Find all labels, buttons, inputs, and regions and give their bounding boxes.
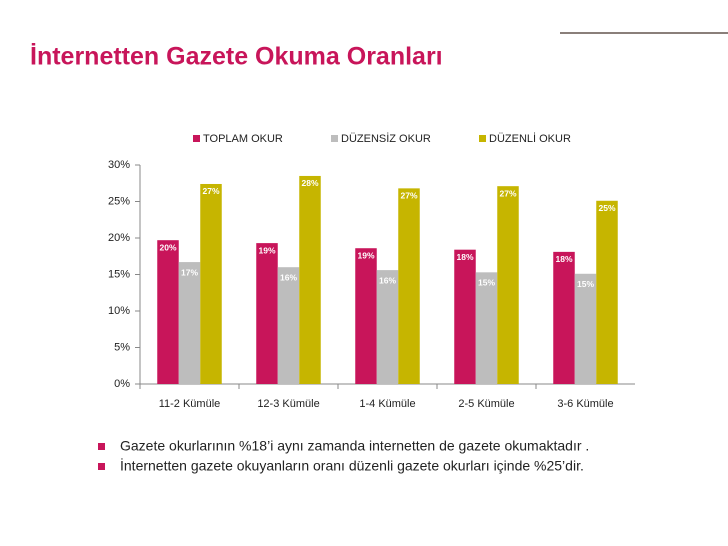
x-tick-label: 11-2 Kümüle bbox=[159, 398, 221, 410]
bar bbox=[574, 273, 597, 384]
y-tick-label: 0% bbox=[114, 378, 130, 390]
bar bbox=[157, 240, 179, 384]
bar bbox=[355, 248, 377, 384]
value-label: 28% bbox=[301, 178, 318, 188]
value-label: 27% bbox=[499, 188, 516, 198]
bar bbox=[454, 249, 476, 384]
bar bbox=[178, 262, 201, 384]
bar bbox=[200, 183, 222, 384]
legend-label: TOPLAM OKUR bbox=[203, 133, 283, 145]
value-label: 27% bbox=[202, 186, 219, 196]
bar bbox=[475, 272, 498, 384]
bar bbox=[376, 270, 399, 384]
y-tick-label: 15% bbox=[108, 268, 130, 280]
y-tick-label: 5% bbox=[114, 341, 130, 353]
value-label: 15% bbox=[577, 279, 594, 289]
bullet-text: Gazete okurlarının %18’i aynı zamanda in… bbox=[120, 438, 589, 454]
slide-title: İnternetten Gazete Okuma Oranları bbox=[30, 43, 443, 71]
x-tick-label: 12-3 Kümüle bbox=[257, 398, 319, 410]
legend-label: DÜZENLİ OKUR bbox=[489, 132, 571, 145]
value-label: 16% bbox=[280, 272, 297, 282]
bar bbox=[398, 188, 420, 384]
legend-swatch bbox=[331, 135, 338, 142]
bullet bbox=[98, 443, 105, 450]
legend-label: DÜZENSİZ OKUR bbox=[341, 132, 431, 145]
value-label: 16% bbox=[379, 275, 396, 285]
value-label: 19% bbox=[258, 245, 275, 255]
bar bbox=[497, 186, 519, 384]
bar bbox=[277, 267, 300, 384]
value-label: 15% bbox=[478, 278, 495, 288]
x-tick-label: 3-6 Kümüle bbox=[557, 398, 613, 410]
y-tick-label: 25% bbox=[108, 195, 130, 207]
legend-swatch bbox=[479, 135, 486, 142]
y-tick-label: 30% bbox=[108, 159, 130, 171]
bullet-text: İnternetten gazete okuyanların oranı düz… bbox=[120, 457, 584, 474]
value-label: 17% bbox=[181, 267, 198, 277]
value-label: 18% bbox=[555, 254, 572, 264]
bar bbox=[553, 251, 575, 384]
legend-swatch bbox=[193, 135, 200, 142]
value-label: 19% bbox=[357, 250, 374, 260]
y-tick-label: 10% bbox=[108, 305, 130, 317]
y-tick-label: 20% bbox=[108, 232, 130, 244]
x-tick-label: 1-4 Kümüle bbox=[359, 398, 415, 410]
value-label: 18% bbox=[456, 252, 473, 262]
bar bbox=[299, 175, 321, 384]
bullet bbox=[98, 463, 105, 470]
bar bbox=[596, 200, 618, 384]
value-label: 25% bbox=[598, 203, 615, 213]
value-label: 27% bbox=[400, 191, 417, 201]
x-tick-label: 2-5 Kümüle bbox=[458, 398, 514, 410]
value-label: 20% bbox=[159, 242, 176, 252]
bar bbox=[256, 243, 278, 384]
